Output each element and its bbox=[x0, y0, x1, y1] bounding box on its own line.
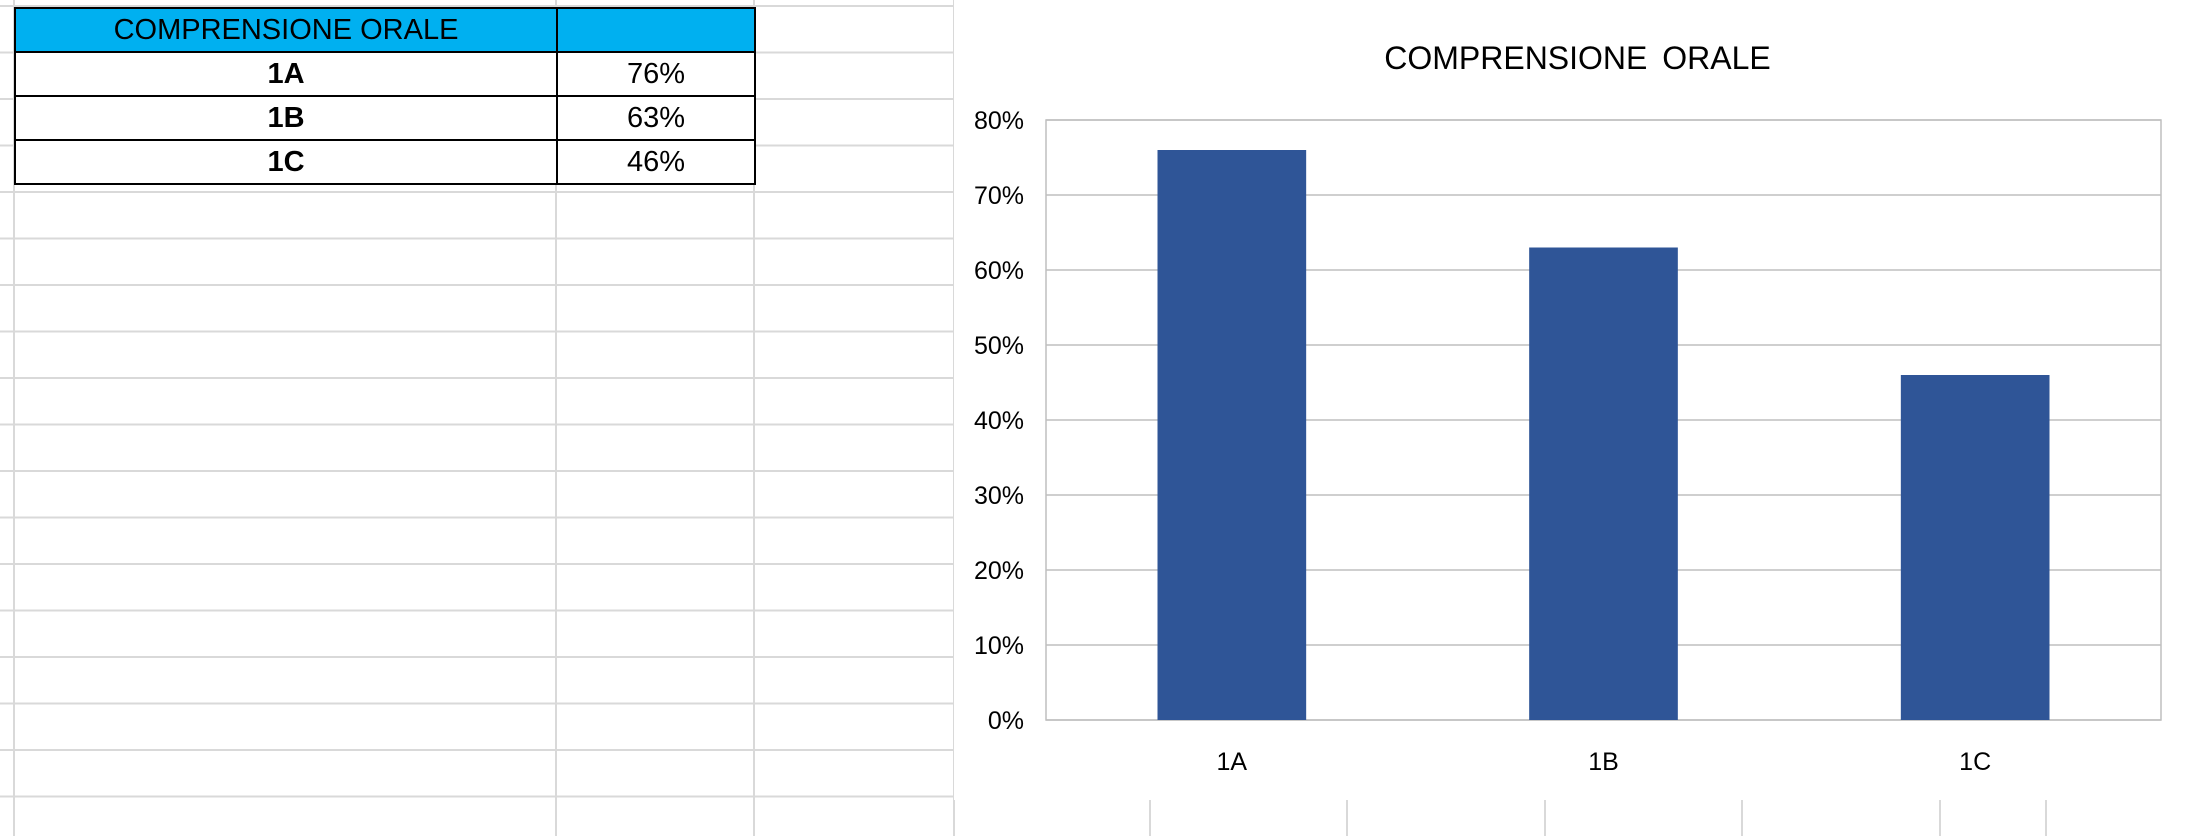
row-value[interactable]: 76% bbox=[556, 51, 756, 97]
row-value[interactable]: 46% bbox=[556, 139, 756, 185]
y-tick-label: 40% bbox=[974, 407, 1024, 435]
table-header-cell[interactable]: COMPRENSIONE ORALE bbox=[14, 7, 558, 53]
table-header-row: COMPRENSIONE ORALE bbox=[14, 7, 756, 53]
y-tick-label: 20% bbox=[974, 557, 1024, 585]
row-label[interactable]: 1B bbox=[14, 95, 558, 141]
chart-title: COMPRENSIONE ORALE bbox=[1384, 40, 1771, 76]
bar-1B[interactable] bbox=[1529, 247, 1678, 721]
y-tick-label: 80% bbox=[974, 107, 1024, 135]
bar-1A[interactable] bbox=[1157, 150, 1307, 720]
y-tick-label: 10% bbox=[974, 632, 1024, 660]
data-table: COMPRENSIONE ORALE 1A 76% 1B 63% 1C 46% bbox=[14, 7, 756, 185]
table-header-cell-empty[interactable] bbox=[556, 7, 756, 53]
y-tick-label: 50% bbox=[974, 332, 1024, 360]
y-tick-label: 70% bbox=[974, 182, 1024, 210]
x-tick-label: 1A bbox=[1217, 748, 1248, 776]
row-label[interactable]: 1A bbox=[14, 51, 558, 97]
y-tick-label: 30% bbox=[974, 482, 1024, 510]
x-tick-label: 1C bbox=[1959, 748, 1991, 776]
bar-chart[interactable]: COMPRENSIONE ORALE 0% 10% 20% 30% 40% 50% 60% 7… bbox=[954, 0, 2201, 800]
x-tick-label: 1B bbox=[1588, 748, 1619, 776]
table-row: 1B 63% bbox=[14, 95, 756, 141]
y-tick-label: 60% bbox=[974, 257, 1024, 285]
row-value[interactable]: 63% bbox=[556, 95, 756, 141]
row-label[interactable]: 1C bbox=[14, 139, 558, 185]
chart-plot: 0% 10% 20% 30% 40% 50% 60% 70% 80% 1A 1B 1C bbox=[974, 107, 2162, 776]
y-tick-label: 0% bbox=[988, 707, 1024, 735]
table-row: 1A 76% bbox=[14, 51, 756, 97]
table-row: 1C 46% bbox=[14, 139, 756, 185]
bar-1C[interactable] bbox=[1900, 375, 2050, 720]
